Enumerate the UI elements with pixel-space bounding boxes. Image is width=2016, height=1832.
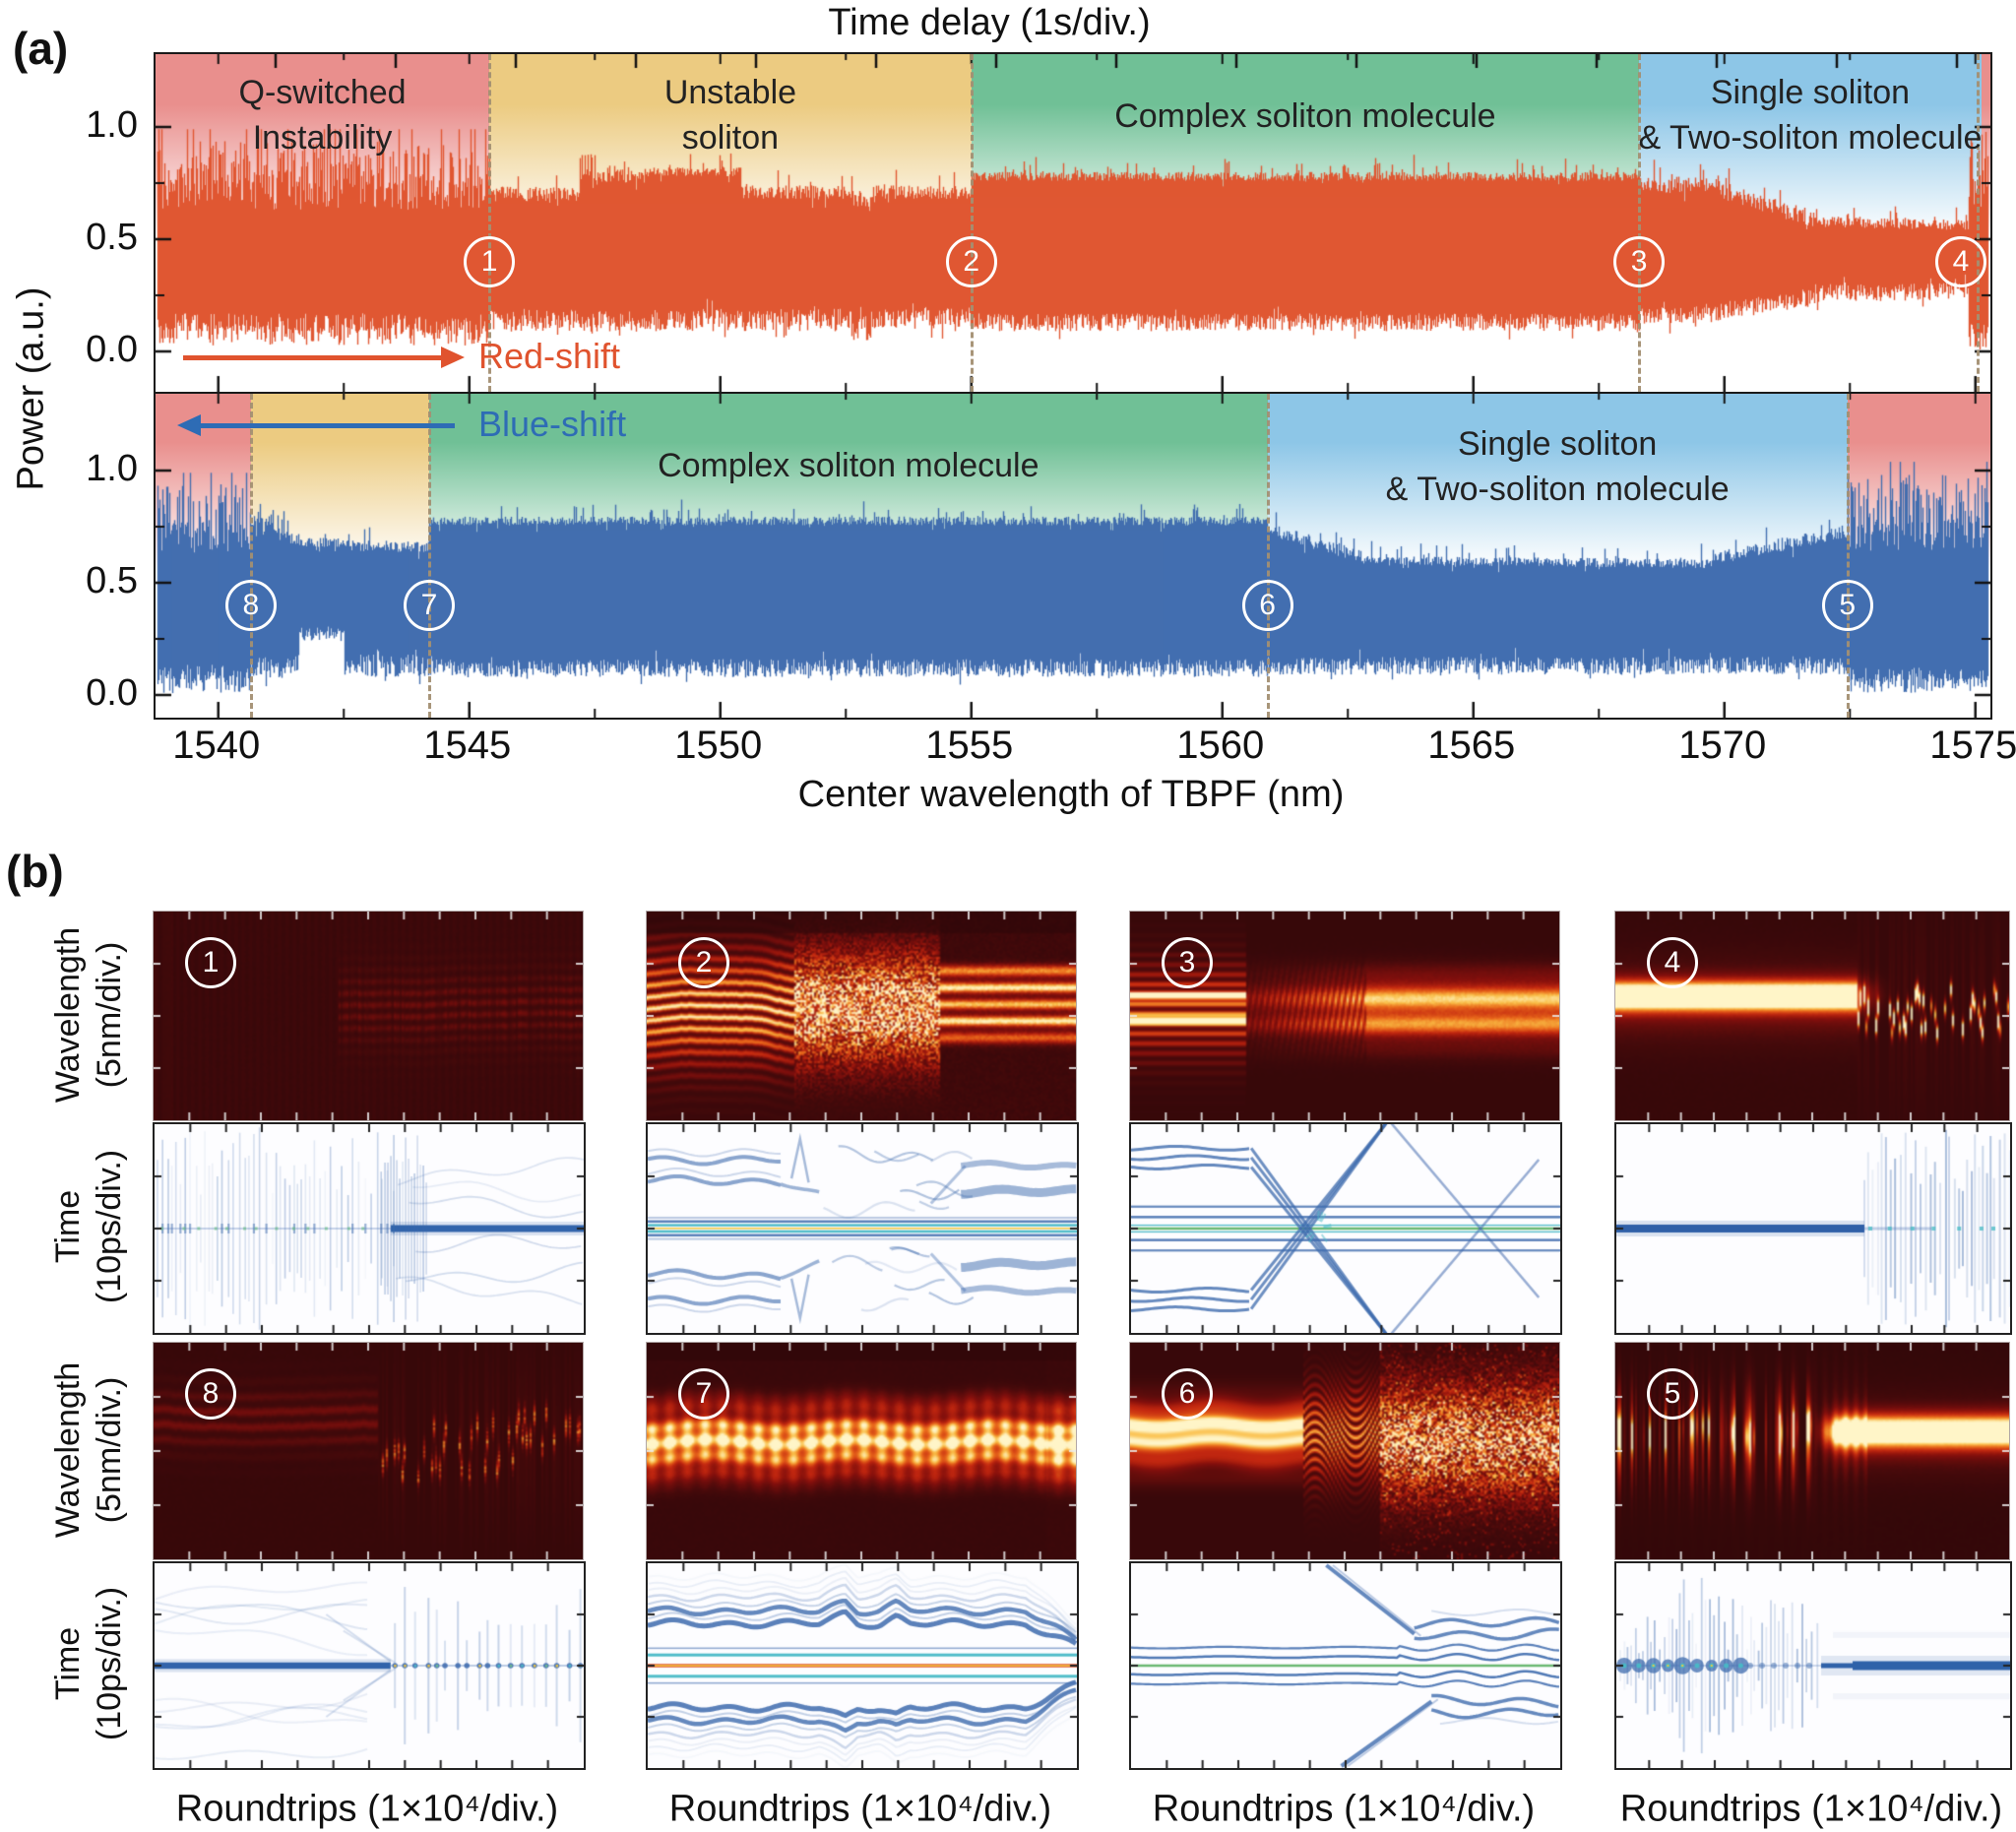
transition-marker-line <box>1638 54 1642 392</box>
wavelength-axis-label: Wavelength (5nm/div.) <box>49 926 128 1104</box>
blue-shift-arrow-line <box>201 423 455 428</box>
phase-region-label: Complex soliton molecule <box>1114 97 1496 135</box>
temporal-evolution-panel-1 <box>153 1122 586 1335</box>
power-plot-blue: Complex soliton molecule Single soliton & … <box>154 392 1992 720</box>
transition-marker-line <box>1846 394 1850 718</box>
transition-marker-line <box>249 394 253 718</box>
transition-marker-circle: 4 <box>1935 235 1986 287</box>
red-shift-arrowhead-icon <box>441 347 465 368</box>
spectral-evolution-panel-1: 1 <box>153 911 584 1121</box>
red-shift-arrow-line <box>183 355 441 360</box>
panel-a-label: (a) <box>13 23 69 74</box>
temporal-heatmap-7 <box>648 1563 1077 1768</box>
y-tick-label: 0.0 <box>86 329 138 370</box>
y-tick-label: 1.0 <box>86 104 138 146</box>
panel-marker-circle: 7 <box>678 1368 729 1420</box>
x-tick-label: 1540 <box>172 724 261 767</box>
transition-marker-circle: 1 <box>464 235 516 287</box>
transition-marker-circle: 5 <box>1821 579 1873 631</box>
y-tick-label: 1.0 <box>86 448 138 489</box>
x-tick-label: 1545 <box>423 724 512 767</box>
roundtrips-axis-label: Roundtrips (1×10⁴/div.) <box>1619 1788 2003 1830</box>
red-trace-canvas <box>156 54 1990 392</box>
panel-marker-circle: 5 <box>1647 1368 1698 1420</box>
temporal-heatmap-2 <box>648 1124 1077 1333</box>
temporal-evolution-panel-7 <box>646 1561 1079 1770</box>
transition-marker-circle: 3 <box>1613 235 1666 287</box>
spectral-evolution-panel-5: 5 <box>1614 1342 2010 1560</box>
panel-marker-circle: 1 <box>185 937 236 988</box>
y-tick-label: 0.5 <box>86 217 138 258</box>
time-axis-label: Time (10ps/div.) <box>49 1586 128 1741</box>
temporal-heatmap-6 <box>1131 1563 1560 1768</box>
x-tick-label: 1570 <box>1678 724 1767 767</box>
transition-marker-circle: 2 <box>945 235 997 287</box>
phase-region-label: Unstable soliton <box>663 74 797 157</box>
x-tick-label: 1565 <box>1427 724 1516 767</box>
temporal-heatmap-3 <box>1131 1124 1560 1333</box>
spectral-evolution-panel-7: 7 <box>646 1342 1077 1560</box>
temporal-heatmap-1 <box>155 1124 584 1333</box>
spectral-evolution-panel-2: 2 <box>646 911 1077 1121</box>
transition-marker-line <box>1266 394 1270 718</box>
spectral-evolution-panel-4: 4 <box>1614 911 2010 1121</box>
temporal-evolution-panel-6 <box>1129 1561 1562 1770</box>
y-tick-label: 0.5 <box>86 560 138 601</box>
transition-marker-circle: 7 <box>403 579 455 631</box>
phase-region-label: Q-switched Instability <box>238 74 407 157</box>
temporal-evolution-panel-5 <box>1614 1561 2012 1770</box>
phase-region-label: Complex soliton molecule <box>658 447 1040 484</box>
panel-marker-circle: 3 <box>1162 937 1213 988</box>
transition-marker-line <box>427 394 431 718</box>
spectral-evolution-panel-8: 8 <box>153 1342 584 1560</box>
temporal-heatmap-8 <box>155 1563 584 1768</box>
x-tick-label: 1575 <box>1929 724 2016 767</box>
x-tick-label: 1555 <box>925 724 1014 767</box>
phase-region-label: Single soliton & Two-soliton molecule <box>1385 425 1730 508</box>
transition-marker-line <box>970 54 974 392</box>
phase-region-label: Single soliton & Two-soliton molecule <box>1638 74 1983 157</box>
panel-b-label: (b) <box>6 846 64 897</box>
panel-marker-circle: 8 <box>185 1368 236 1420</box>
temporal-evolution-panel-4 <box>1614 1122 2012 1335</box>
blue-shift-arrowhead-icon <box>177 414 201 436</box>
power-plot-red: Q-switched Instability Unstable soliton Comp… <box>154 52 1992 394</box>
temporal-heatmap-4 <box>1616 1124 2010 1333</box>
spectral-evolution-panel-6: 6 <box>1129 1342 1560 1560</box>
y-tick-label: 0.0 <box>86 672 138 714</box>
top-axis-title: Time delay (1s/div.) <box>828 2 1151 43</box>
transition-marker-circle: 6 <box>1241 579 1293 631</box>
roundtrips-axis-label: Roundtrips (1×10⁴/div.) <box>175 1788 559 1830</box>
temporal-evolution-panel-3 <box>1129 1122 1562 1335</box>
roundtrips-axis-label: Roundtrips (1×10⁴/div.) <box>668 1788 1052 1830</box>
roundtrips-axis-label: Roundtrips (1×10⁴/div.) <box>1152 1788 1536 1830</box>
temporal-heatmap-5 <box>1616 1563 2010 1768</box>
red-shift-label: Red-shift <box>478 336 621 376</box>
panel-marker-circle: 6 <box>1162 1368 1213 1420</box>
wavelength-axis-label: Wavelength (5nm/div.) <box>49 1361 128 1539</box>
transition-marker-circle: 8 <box>224 579 277 631</box>
temporal-evolution-panel-2 <box>646 1122 1079 1335</box>
transition-marker-line <box>1977 54 1981 392</box>
panel-marker-circle: 4 <box>1647 937 1698 988</box>
blue-trace-canvas <box>156 394 1990 718</box>
panel-marker-circle: 2 <box>678 937 729 988</box>
transition-marker-line <box>488 54 492 392</box>
time-axis-label: Time (10ps/div.) <box>49 1149 128 1304</box>
spectral-evolution-panel-3: 3 <box>1129 911 1560 1121</box>
x-tick-label: 1550 <box>674 724 763 767</box>
x-tick-label: 1560 <box>1176 724 1265 767</box>
temporal-evolution-panel-8 <box>153 1561 586 1770</box>
x-axis-title: Center wavelength of TBPF (nm) <box>797 774 1345 815</box>
blue-shift-label: Blue-shift <box>478 404 627 444</box>
